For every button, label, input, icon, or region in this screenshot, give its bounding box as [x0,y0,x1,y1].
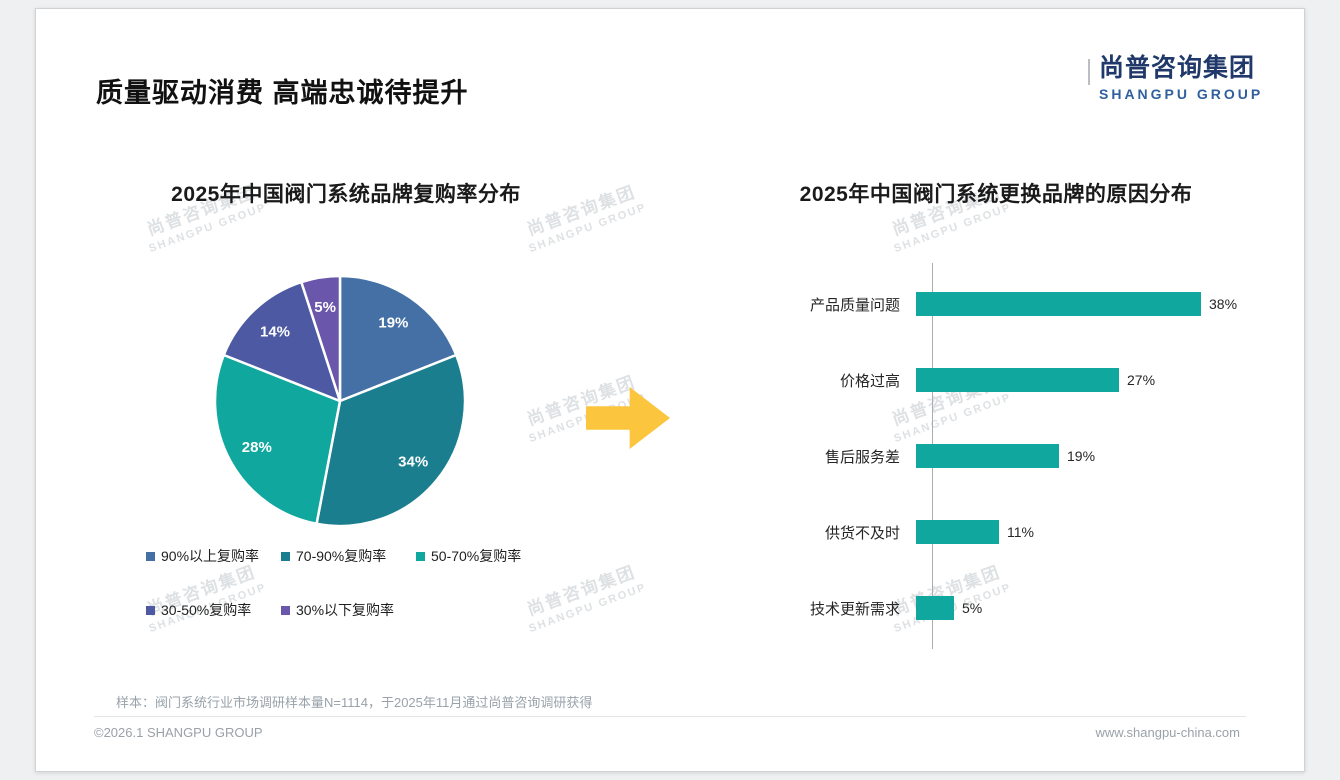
legend-item-1: 90%以上复购率 [146,546,281,566]
bar-rect [916,596,954,620]
page-title: 质量驱动消费 高端忠诚待提升 [96,78,469,108]
pie-svg: 19% 34% 28% 14% 5% [213,274,467,528]
bar-category-label: 技术更新需求 [809,600,900,618]
slide-card: 尚普咨询集团 SHANGPU GROUP 尚普咨询集团 SHANGPU GROUP 尚普… [35,8,1305,772]
logo-text: 尚普咨询集团 SHANGPU GROUP [1099,54,1264,102]
footer-divider [94,716,1246,717]
bar-category-label: 供货不及时 [824,524,900,542]
legend-swatch [146,551,155,561]
bar-rect [916,368,1119,392]
footer-copyright: ©2026.1 SHANGPU GROUP [94,725,263,740]
bar-value-label: 27% [1127,372,1156,388]
pie-value-label: 28% [242,439,272,456]
legend-label: 30%以下复购率 [296,602,395,618]
bar-rect [916,444,1059,468]
bar-value-label: 5% [962,600,983,616]
legend-label: 50-70%复购率 [431,548,522,564]
legend-item-5: 30%以下复购率 [281,600,416,620]
footer-website: www.shangpu-china.com [1095,725,1240,740]
pie-slice-1 [338,274,458,403]
pie-slice-5 [300,274,342,403]
legend-swatch [281,605,290,615]
bar-category-label: 售后服务差 [824,448,900,466]
bar-row-5: 技术更新需求 5% [806,570,1276,646]
content-layer: 质量驱动消费 高端忠诚待提升 尚普咨询集团 SHANGPU GROUP 2025… [36,9,1304,771]
bar-value-label: 11% [1007,524,1034,540]
legend-swatch [281,551,290,561]
pie-value-label: 14% [260,324,290,341]
bar-value-label: 19% [1067,448,1096,464]
bar-chart: 产品质量问题 38% 价格过高 27% 售后服务差 19% 供货不及时 11% 技术更新需求 5% [806,266,1276,646]
bar-row-4: 供货不及时 11% [806,494,1276,570]
bar-rect [916,292,1201,316]
legend-label: 90%以上复购率 [161,548,260,564]
legend-swatch [416,551,425,561]
legend-item-2: 70-90%复购率 [281,546,416,566]
legend-label: 30-50%复购率 [161,602,252,618]
legend-label: 70-90%复购率 [296,548,387,564]
company-logo: 尚普咨询集团 SHANGPU GROUP [1088,54,1264,102]
bar-row-1: 产品质量问题 38% [806,266,1276,342]
pie-chart: 19% 34% 28% 14% 5% [205,266,475,536]
logo-en-text: SHANGPU GROUP [1099,85,1264,102]
bar-rect [916,520,999,544]
pie-slice-2 [315,353,467,528]
bar-value-label: 38% [1209,296,1238,312]
pie-legend: 90%以上复购率 70-90%复购率 50-70%复购率 30-50%复购率 30%以下… [146,546,566,620]
legend-swatch [146,605,155,615]
bar-row-2: 价格过高 27% [806,342,1276,418]
sample-footnote: 样本：阀门系统行业市场调研样本量N=1114，于2025年11月通过尚普咨询调研… [116,695,593,710]
bar-category-label: 价格过高 [839,372,900,390]
pie-slice-3 [213,353,342,526]
pie-value-label: 19% [378,314,408,331]
bar-chart-title: 2025年中国阀门系统更换品牌的原因分布 [799,183,1193,206]
legend-item-4: 30-50%复购率 [146,600,281,620]
logo-mark [1088,59,1090,85]
pie-value-label: 34% [398,454,428,471]
logo-cn-text: 尚普咨询集团 [1099,54,1256,82]
legend-item-3: 50-70%复购率 [416,546,551,566]
bar-row-3: 售后服务差 19% [806,418,1276,494]
pie-chart-title: 2025年中国阀门系统品牌复购率分布 [171,183,521,206]
pie-value-label: 5% [314,299,336,316]
transition-arrow-icon [586,387,670,449]
bar-category-label: 产品质量问题 [809,296,900,314]
